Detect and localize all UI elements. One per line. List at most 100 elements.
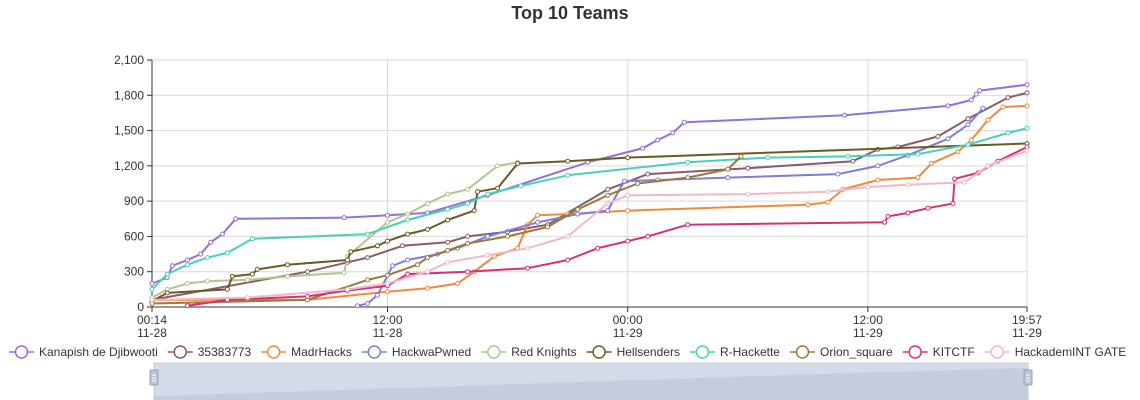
legend-item-7[interactable]: R-Hackette [689, 345, 780, 359]
data-point[interactable] [645, 233, 651, 239]
data-point[interactable] [355, 303, 360, 309]
data-point[interactable] [341, 215, 347, 221]
data-point[interactable] [233, 216, 239, 222]
data-point[interactable] [765, 155, 771, 161]
data-point[interactable] [465, 201, 471, 206]
data-point[interactable] [977, 88, 983, 94]
data-point[interactable] [973, 91, 979, 97]
data-point[interactable] [605, 201, 611, 206]
data-point[interactable] [1024, 82, 1030, 88]
data-point[interactable] [224, 250, 230, 256]
data-point[interactable] [345, 286, 350, 292]
data-point[interactable] [471, 208, 477, 214]
data-point[interactable] [865, 184, 871, 190]
data-point[interactable] [405, 231, 410, 237]
data-point[interactable] [385, 212, 390, 218]
data-zoom-slider[interactable] [149, 362, 1033, 400]
data-point[interactable] [965, 122, 971, 128]
data-point[interactable] [645, 171, 651, 177]
data-point[interactable] [965, 116, 971, 122]
data-point[interactable] [164, 290, 170, 296]
data-point[interactable] [1024, 148, 1030, 154]
data-point[interactable] [905, 182, 911, 188]
data-point[interactable] [284, 273, 290, 279]
data-point[interactable] [625, 208, 631, 214]
legend-item-10[interactable]: HackademINT GATE [984, 345, 1127, 359]
data-point[interactable] [425, 255, 430, 261]
data-point[interactable] [184, 262, 190, 268]
data-point[interactable] [254, 266, 260, 272]
data-point[interactable] [284, 262, 290, 268]
data-point[interactable] [244, 277, 250, 283]
data-point[interactable] [169, 263, 175, 269]
data-point[interactable] [445, 206, 451, 212]
data-point[interactable] [875, 163, 881, 169]
data-point[interactable] [1024, 125, 1030, 131]
data-point[interactable] [305, 293, 310, 299]
data-point[interactable] [425, 201, 430, 206]
data-point[interactable] [1005, 95, 1011, 101]
legend-item-9[interactable]: KITCTF [902, 345, 975, 359]
data-point[interactable] [198, 251, 204, 257]
data-point[interactable] [882, 219, 888, 225]
data-point[interactable] [738, 153, 744, 159]
data-point[interactable] [805, 202, 811, 208]
data-point[interactable] [365, 301, 370, 306]
data-point[interactable] [365, 255, 370, 261]
data-point[interactable] [505, 233, 511, 239]
data-point[interactable] [204, 255, 210, 261]
data-point[interactable] [945, 103, 951, 109]
data-point[interactable] [625, 155, 631, 161]
data-point[interactable] [425, 226, 430, 232]
data-point[interactable] [445, 217, 451, 223]
data-point[interactable] [850, 158, 856, 164]
data-point[interactable] [545, 224, 551, 230]
data-point[interactable] [149, 297, 155, 303]
legend-item-4[interactable]: HackwaPwned [361, 345, 471, 359]
data-point[interactable] [485, 233, 491, 239]
data-point[interactable] [595, 245, 601, 251]
data-point[interactable] [365, 277, 370, 283]
data-point[interactable] [149, 281, 155, 286]
data-point[interactable] [945, 136, 951, 142]
data-point[interactable] [244, 295, 250, 301]
data-point[interactable] [565, 158, 571, 164]
data-point[interactable] [400, 243, 405, 249]
data-point[interactable] [415, 262, 420, 268]
data-point[interactable] [249, 271, 255, 277]
data-point[interactable] [164, 271, 170, 277]
data-point[interactable] [825, 199, 831, 205]
data-point[interactable] [655, 137, 661, 143]
data-point[interactable] [405, 257, 410, 263]
zoom-handle-left[interactable] [149, 369, 159, 386]
data-point[interactable] [1024, 90, 1030, 96]
data-point[interactable] [968, 137, 974, 143]
data-point[interactable] [985, 117, 991, 123]
data-point[interactable] [455, 281, 461, 286]
legend-item-1[interactable]: Kanapish de Djibwooti [9, 345, 158, 359]
data-point[interactable] [985, 163, 991, 169]
legend-item-2[interactable]: 35383773 [167, 345, 252, 359]
data-point[interactable] [625, 192, 631, 198]
data-point[interactable] [341, 270, 347, 276]
data-point[interactable] [219, 231, 225, 237]
data-point[interactable] [425, 285, 430, 291]
data-point[interactable] [745, 165, 751, 171]
data-point[interactable] [375, 292, 380, 298]
data-point[interactable] [525, 265, 531, 271]
data-point[interactable] [635, 181, 641, 186]
data-point[interactable] [681, 119, 687, 125]
data-point[interactable] [1024, 103, 1030, 109]
data-point[interactable] [968, 97, 974, 103]
data-point[interactable] [229, 273, 235, 279]
data-point[interactable] [475, 189, 481, 195]
data-point[interactable] [670, 130, 676, 136]
legend-item-6[interactable]: Hellsenders [586, 345, 680, 359]
data-point[interactable] [955, 149, 961, 155]
data-point[interactable] [485, 191, 491, 197]
data-point[interactable] [495, 185, 501, 191]
data-point[interactable] [465, 233, 471, 239]
data-point[interactable] [405, 217, 410, 223]
data-point[interactable] [575, 211, 581, 217]
data-point[interactable] [905, 210, 911, 216]
